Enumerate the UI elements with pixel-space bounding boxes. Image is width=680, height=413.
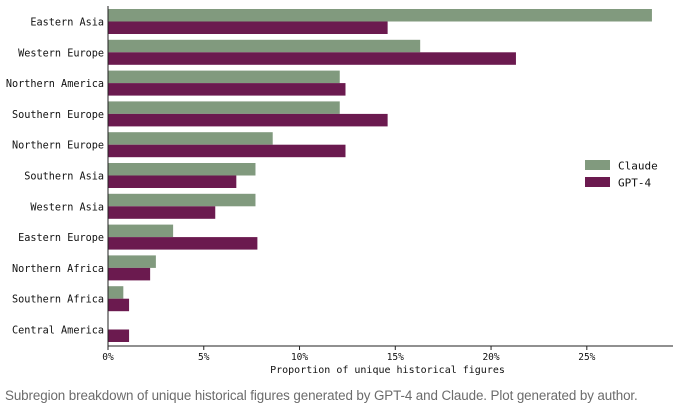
y-tick-label-southern-africa: Southern Africa — [12, 295, 104, 306]
bar-claude-southern-asia — [108, 163, 256, 176]
y-tick-label-northern-europe: Northern Europe — [12, 141, 104, 152]
y-tick-label-eastern-asia: Eastern Asia — [30, 18, 104, 29]
bar-claude-southern-africa — [108, 286, 124, 299]
figure-caption: Subregion breakdown of unique historical… — [5, 388, 638, 403]
x-tick-label-0: 0% — [102, 352, 114, 363]
y-tick-label-eastern-europe: Eastern Europe — [18, 233, 104, 244]
bar-gpt-4-western-europe — [108, 52, 516, 65]
x-tick-label-20: 20% — [482, 352, 499, 363]
y-tick-label-central-america: Central America — [12, 326, 104, 337]
x-tick-label-15: 15% — [387, 352, 404, 363]
bar-claude-southern-europe — [108, 101, 340, 114]
bar-gpt-4-northern-america — [108, 83, 346, 96]
bar-claude-northern-america — [108, 70, 340, 84]
legend-swatch-claude — [585, 160, 610, 170]
bar-gpt-4-central-america — [108, 329, 130, 342]
bar-gpt-4-southern-asia — [108, 175, 237, 188]
legend-label-gpt-4: GPT-4 — [618, 177, 651, 190]
legend-label-claude: Claude — [618, 160, 658, 173]
legend-swatch-gpt-4 — [585, 177, 610, 187]
x-tick-label-10: 10% — [291, 352, 308, 363]
bar-gpt-4-northern-europe — [108, 144, 346, 158]
bar-claude-northern-europe — [108, 132, 273, 145]
y-tick-label-western-asia: Western Asia — [30, 202, 104, 213]
bar-claude-western-asia — [108, 193, 256, 207]
y-tick-label-northern-africa: Northern Africa — [12, 264, 104, 275]
bar-gpt-4-eastern-asia — [108, 21, 388, 34]
bar-gpt-4-southern-africa — [108, 298, 130, 312]
x-axis-label: Proportion of unique historical figures — [270, 365, 505, 376]
bar-claude-western-europe — [108, 39, 421, 53]
bar-gpt-4-southern-europe — [108, 113, 388, 127]
bar-gpt-4-eastern-europe — [108, 237, 258, 250]
x-tick-label-25: 25% — [578, 352, 595, 363]
x-tick-label-5: 5% — [198, 352, 210, 363]
bar-claude-northern-africa — [108, 255, 156, 268]
bar-claude-eastern-asia — [108, 9, 652, 22]
bar-claude-eastern-europe — [108, 224, 174, 238]
y-tick-label-northern-america: Northern America — [6, 79, 104, 90]
bar-gpt-4-western-asia — [108, 206, 216, 219]
y-tick-label-southern-europe: Southern Europe — [12, 110, 104, 121]
bar-chart: Eastern Asia Western Europe Northern Ameri… — [6, 6, 673, 376]
y-tick-label-southern-asia: Southern Asia — [24, 172, 104, 183]
y-tick-label-western-europe: Western Europe — [18, 48, 104, 59]
bar-gpt-4-northern-africa — [108, 267, 151, 281]
